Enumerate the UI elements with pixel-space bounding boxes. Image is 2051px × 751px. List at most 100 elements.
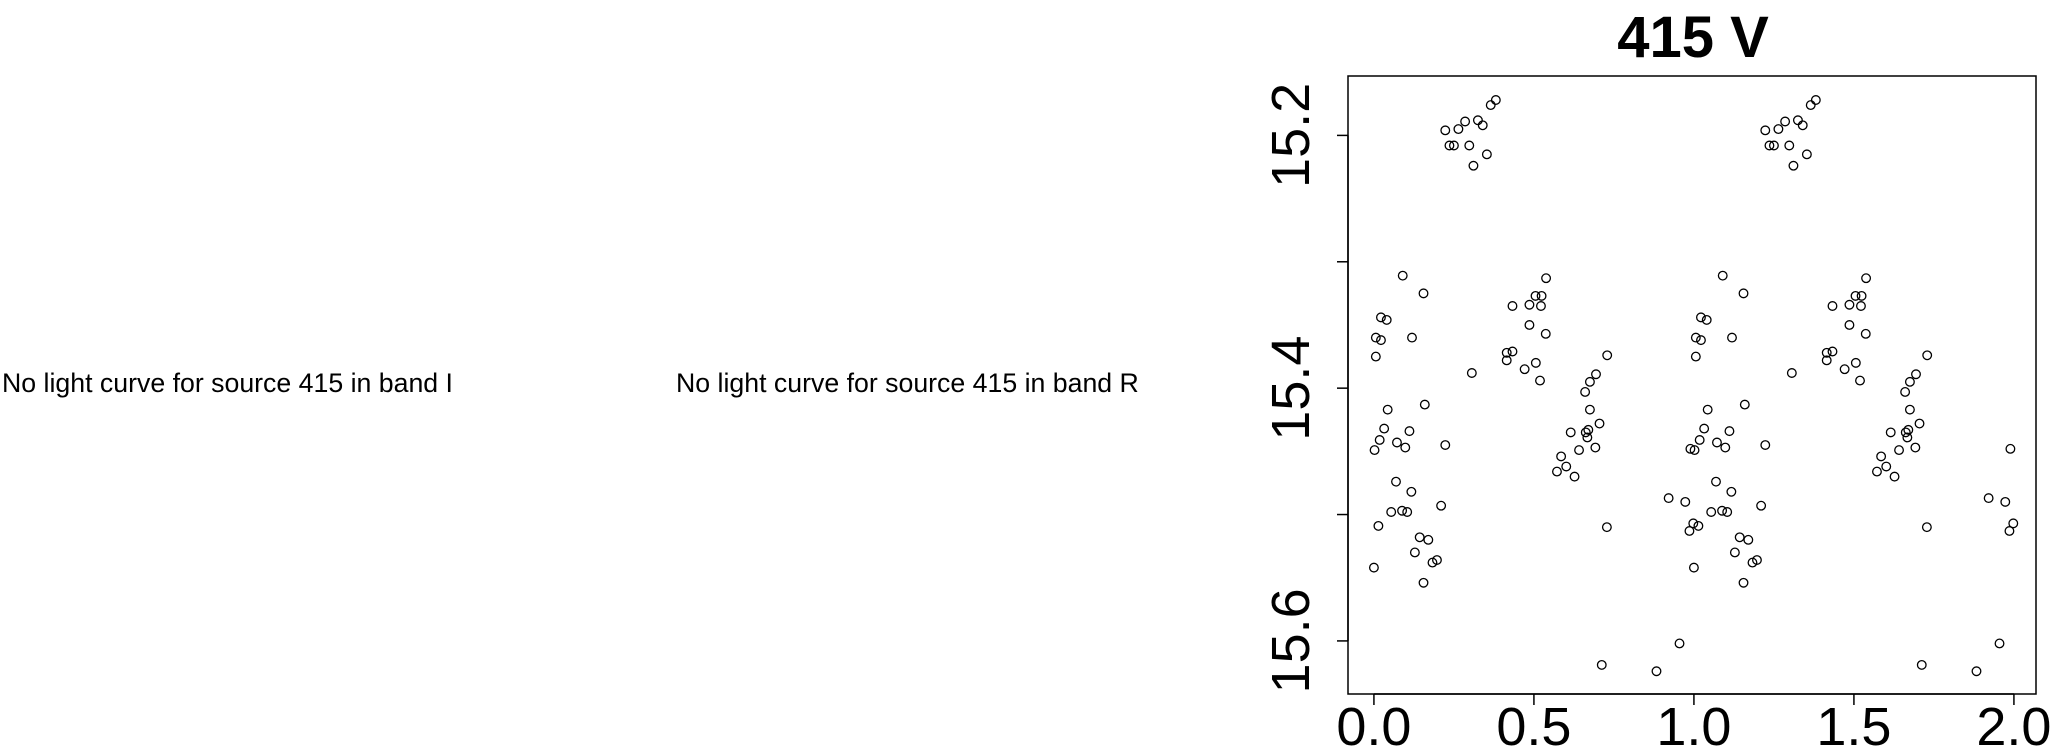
data-point <box>1507 346 1518 357</box>
data-point <box>1752 555 1762 565</box>
data-point <box>1738 288 1749 299</box>
data-point <box>1569 471 1580 482</box>
data-point <box>1689 445 1700 456</box>
x-tick-label: 2.0 <box>1976 697 2051 751</box>
data-point <box>1418 288 1429 299</box>
data-point <box>1376 312 1386 323</box>
data-point <box>1602 350 1613 361</box>
data-point <box>1821 355 1832 366</box>
data-point <box>1693 520 1704 531</box>
data-point <box>1786 368 1797 378</box>
no-light-curve-band-r-message: No light curve for source 415 in band R <box>676 368 1139 398</box>
data-point <box>1860 328 1871 339</box>
data-point <box>1448 140 1459 151</box>
data-point <box>1418 577 1429 588</box>
data-point <box>1720 442 1731 453</box>
data-point <box>1397 270 1408 281</box>
data-point <box>1392 437 1402 448</box>
data-point <box>1971 666 1982 677</box>
data-point <box>2004 526 2015 536</box>
data-point <box>1501 355 1512 366</box>
data-point <box>1760 440 1771 450</box>
data-point <box>1994 638 2005 649</box>
data-point <box>1397 505 1408 516</box>
data-point <box>1872 466 1882 477</box>
data-point <box>1850 357 1861 368</box>
data-point <box>1729 547 1740 558</box>
data-point <box>1540 328 1551 339</box>
data-point <box>1717 270 1728 281</box>
data-point <box>1524 320 1535 330</box>
data-point <box>1844 320 1855 330</box>
data-point <box>1432 555 1442 565</box>
data-point <box>1856 301 1866 311</box>
data-point <box>1519 364 1530 375</box>
data-point <box>1722 507 1733 517</box>
data-point <box>1400 442 1411 453</box>
data-point <box>1760 125 1771 136</box>
data-point <box>1370 332 1381 343</box>
data-point <box>1699 423 1710 434</box>
data-point <box>1591 369 1601 380</box>
data-point <box>1881 461 1892 472</box>
data-point <box>1810 95 1821 105</box>
data-point <box>1419 399 1430 410</box>
data-point <box>1423 534 1434 545</box>
data-point <box>1601 522 1612 533</box>
data-point <box>1386 507 1397 517</box>
data-point <box>1712 437 1722 448</box>
data-point <box>1889 471 1900 482</box>
data-point <box>1773 124 1784 135</box>
data-point <box>1535 375 1545 386</box>
data-point <box>1436 500 1447 511</box>
data-point <box>1376 335 1386 346</box>
data-point <box>1404 426 1415 437</box>
data-point <box>1674 638 1685 649</box>
data-point <box>1381 314 1392 325</box>
data-point <box>1821 347 1832 358</box>
data-point <box>1370 351 1381 362</box>
data-point <box>1738 577 1749 588</box>
data-point <box>1690 332 1701 343</box>
data-point <box>1536 301 1546 311</box>
data-point <box>1696 335 1706 346</box>
data-point <box>1792 115 1803 126</box>
data-point <box>1440 440 1451 450</box>
data-point <box>1900 387 1911 397</box>
data-point <box>1724 426 1735 437</box>
data-point <box>1582 432 1593 443</box>
x-tick-label: 0.5 <box>1496 697 1571 751</box>
data-point <box>1902 432 1913 443</box>
data-point <box>1922 350 1933 361</box>
data-point <box>1914 418 1925 429</box>
data-point <box>1407 332 1417 343</box>
data-point <box>1844 299 1855 310</box>
data-point <box>2005 443 2016 454</box>
data-point <box>1702 404 1713 415</box>
data-point <box>1406 486 1417 497</box>
data-point <box>1688 562 1699 573</box>
data-point <box>1382 404 1393 415</box>
data-point <box>1556 451 1567 462</box>
data-point <box>1501 347 1512 358</box>
data-point <box>1827 346 1838 357</box>
data-point <box>1477 120 1488 131</box>
data-point <box>1685 443 1696 454</box>
data-point <box>1580 427 1591 438</box>
data-point <box>1706 507 1717 517</box>
data-point <box>1466 368 1477 378</box>
data-point <box>1464 140 1475 151</box>
data-point <box>1373 520 1384 531</box>
data-point <box>1596 659 1607 670</box>
data-point <box>1797 120 1808 131</box>
data-point <box>1885 427 1896 438</box>
data-point <box>1379 423 1390 434</box>
data-point <box>1485 100 1496 111</box>
data-point <box>1805 100 1816 111</box>
data-point <box>1663 493 1674 504</box>
y-tick-label: 15.4 <box>1261 336 1321 441</box>
data-point <box>1711 476 1721 487</box>
data-point <box>1780 116 1791 127</box>
data-point <box>1876 451 1887 462</box>
